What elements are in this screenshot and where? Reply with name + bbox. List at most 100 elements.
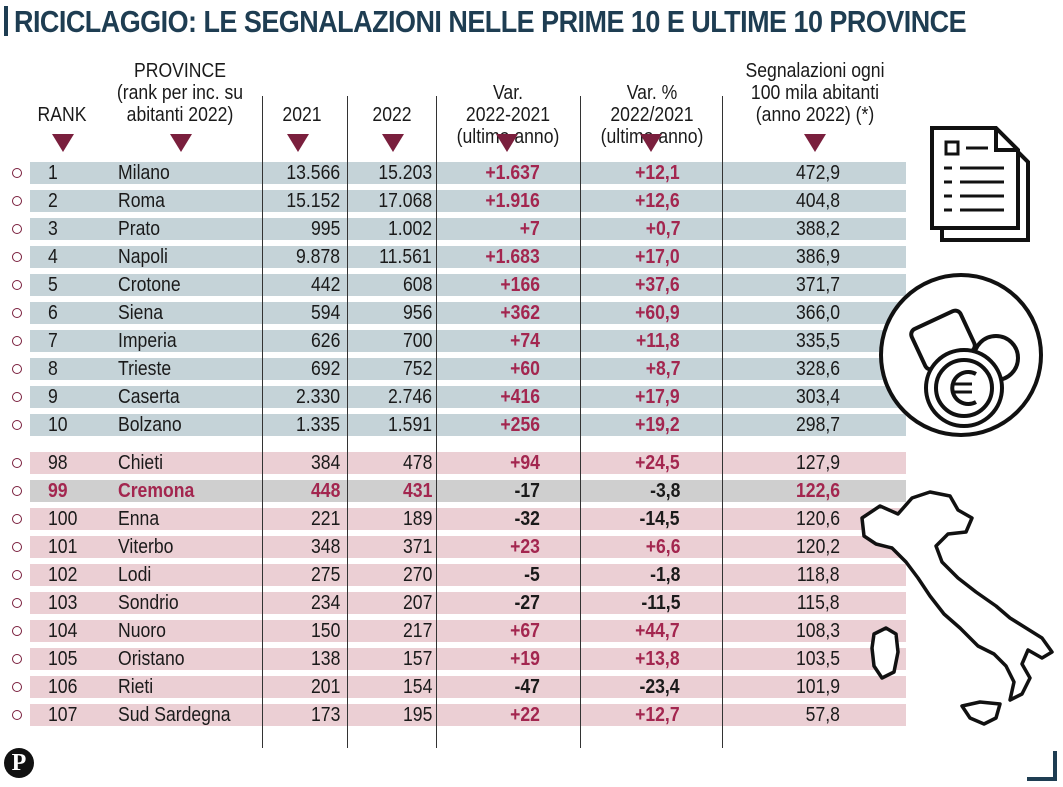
cell-var: +74 (510, 330, 540, 352)
corner-mark (1027, 751, 1057, 781)
cell-rank: 102 (48, 564, 78, 586)
cell-varpct: +17,0 (635, 246, 680, 268)
cell-varpct: +44,7 (635, 620, 680, 642)
cell-y2022: 956 (402, 302, 432, 324)
sort-arrow-varpct-icon (640, 134, 662, 152)
cell-per100k: 404,8 (795, 190, 840, 212)
cell-province: Imperia (118, 330, 177, 352)
cell-y2021: 201 (310, 676, 340, 698)
table-row (30, 218, 906, 240)
sort-arrow-var-icon (496, 134, 518, 152)
cell-province: Napoli (118, 246, 168, 268)
cell-y2022: 752 (402, 358, 432, 380)
cell-y2021: 138 (310, 648, 340, 670)
row-bullet-icon (12, 196, 22, 206)
cell-var: +1.637 (485, 162, 540, 184)
cell-var: +1.683 (485, 246, 540, 268)
cell-var: +416 (500, 386, 540, 408)
cell-y2021: 2.330 (295, 386, 340, 408)
cell-varpct: -11,5 (640, 592, 680, 614)
row-bullet-icon (12, 420, 22, 430)
cell-province: Oristano (118, 648, 185, 670)
cell-y2022: 371 (402, 536, 432, 558)
row-bullet-icon (12, 514, 22, 524)
cell-rank: 101 (48, 536, 78, 558)
cell-varpct: +12,1 (635, 162, 680, 184)
cell-per100k: 101,9 (795, 676, 840, 698)
cell-var: -32 (514, 508, 540, 530)
cell-rank: 3 (48, 218, 58, 240)
cell-rank: 4 (48, 246, 58, 268)
cell-y2022: 157 (402, 648, 432, 670)
table-row (30, 386, 906, 408)
cell-rank: 8 (48, 358, 58, 380)
cell-province: Roma (118, 190, 165, 212)
table-row (30, 246, 906, 268)
cell-varpct: -14,5 (639, 508, 680, 530)
table-row (30, 620, 906, 642)
cell-per100k: 386,9 (795, 246, 840, 268)
sort-arrow-2021-icon (287, 134, 309, 152)
table-row (30, 592, 906, 614)
cell-rank: 106 (48, 676, 78, 698)
cell-y2021: 234 (310, 592, 340, 614)
cell-y2021: 348 (310, 536, 340, 558)
cell-y2021: 221 (310, 508, 340, 530)
cell-province: Cremona (118, 480, 195, 502)
cell-varpct: -23,4 (639, 676, 680, 698)
cell-per100k: 328,6 (795, 358, 840, 380)
cell-per100k: 122,6 (795, 480, 840, 502)
cell-var: +23 (510, 536, 540, 558)
cell-varpct: +60,9 (635, 302, 680, 324)
cell-y2021: 692 (310, 358, 340, 380)
table-row (30, 676, 906, 698)
cell-province: Prato (118, 218, 161, 240)
cell-varpct: +19,2 (635, 414, 680, 436)
cell-y2022: 11.561 (379, 246, 432, 268)
cell-rank: 7 (48, 330, 58, 352)
header-province: PROVINCE (rank per inc. su abitanti 2022) (116, 60, 244, 126)
divider-1 (262, 96, 263, 748)
cell-var: +67 (510, 620, 540, 642)
cell-province: Viterbo (118, 536, 174, 558)
cell-y2022: 15.203 (378, 162, 432, 184)
cell-var: +256 (500, 414, 540, 436)
cell-rank: 1 (48, 162, 58, 184)
cell-province: Sud Sardegna (118, 704, 231, 726)
cell-y2021: 384 (310, 452, 340, 474)
table-row (30, 162, 906, 184)
cell-rank: 105 (48, 648, 78, 670)
cell-per100k: 298,7 (795, 414, 840, 436)
cell-var: +22 (510, 704, 540, 726)
header-per100k: Segnalazioni ogni 100 mila abitanti (anno … (745, 60, 885, 126)
cell-province: Enna (118, 508, 160, 530)
cell-var: -5 (524, 564, 540, 586)
page-title: RICICLAGGIO: LE SEGNALAZIONI NELLE PRIME… (14, 4, 967, 39)
cell-per100k: 335,5 (795, 330, 840, 352)
cell-y2022: 478 (402, 452, 432, 474)
row-bullet-icon (12, 542, 22, 552)
cell-varpct: +12,6 (635, 190, 680, 212)
cell-y2021: 448 (310, 480, 340, 502)
cell-per100k: 472,9 (795, 162, 840, 184)
table-row (30, 452, 906, 474)
row-bullet-icon (12, 364, 22, 374)
cell-y2022: 431 (402, 480, 432, 502)
cell-y2021: 995 (310, 218, 340, 240)
cell-province: Crotone (118, 274, 181, 296)
cell-y2021: 173 (310, 704, 340, 726)
cell-per100k: 127,9 (795, 452, 840, 474)
divider-2 (347, 96, 348, 748)
table-row (30, 480, 906, 502)
row-bullet-icon (12, 308, 22, 318)
cell-y2021: 594 (310, 302, 340, 324)
money-icon (879, 273, 1043, 437)
cell-y2022: 1.591 (387, 414, 432, 436)
cell-y2021: 15.152 (286, 190, 340, 212)
cell-var: -27 (514, 592, 540, 614)
cell-y2021: 626 (310, 330, 340, 352)
table-row (30, 190, 906, 212)
cell-y2021: 1.335 (295, 414, 340, 436)
cell-province: Chieti (118, 452, 164, 474)
cell-rank: 10 (48, 414, 68, 436)
